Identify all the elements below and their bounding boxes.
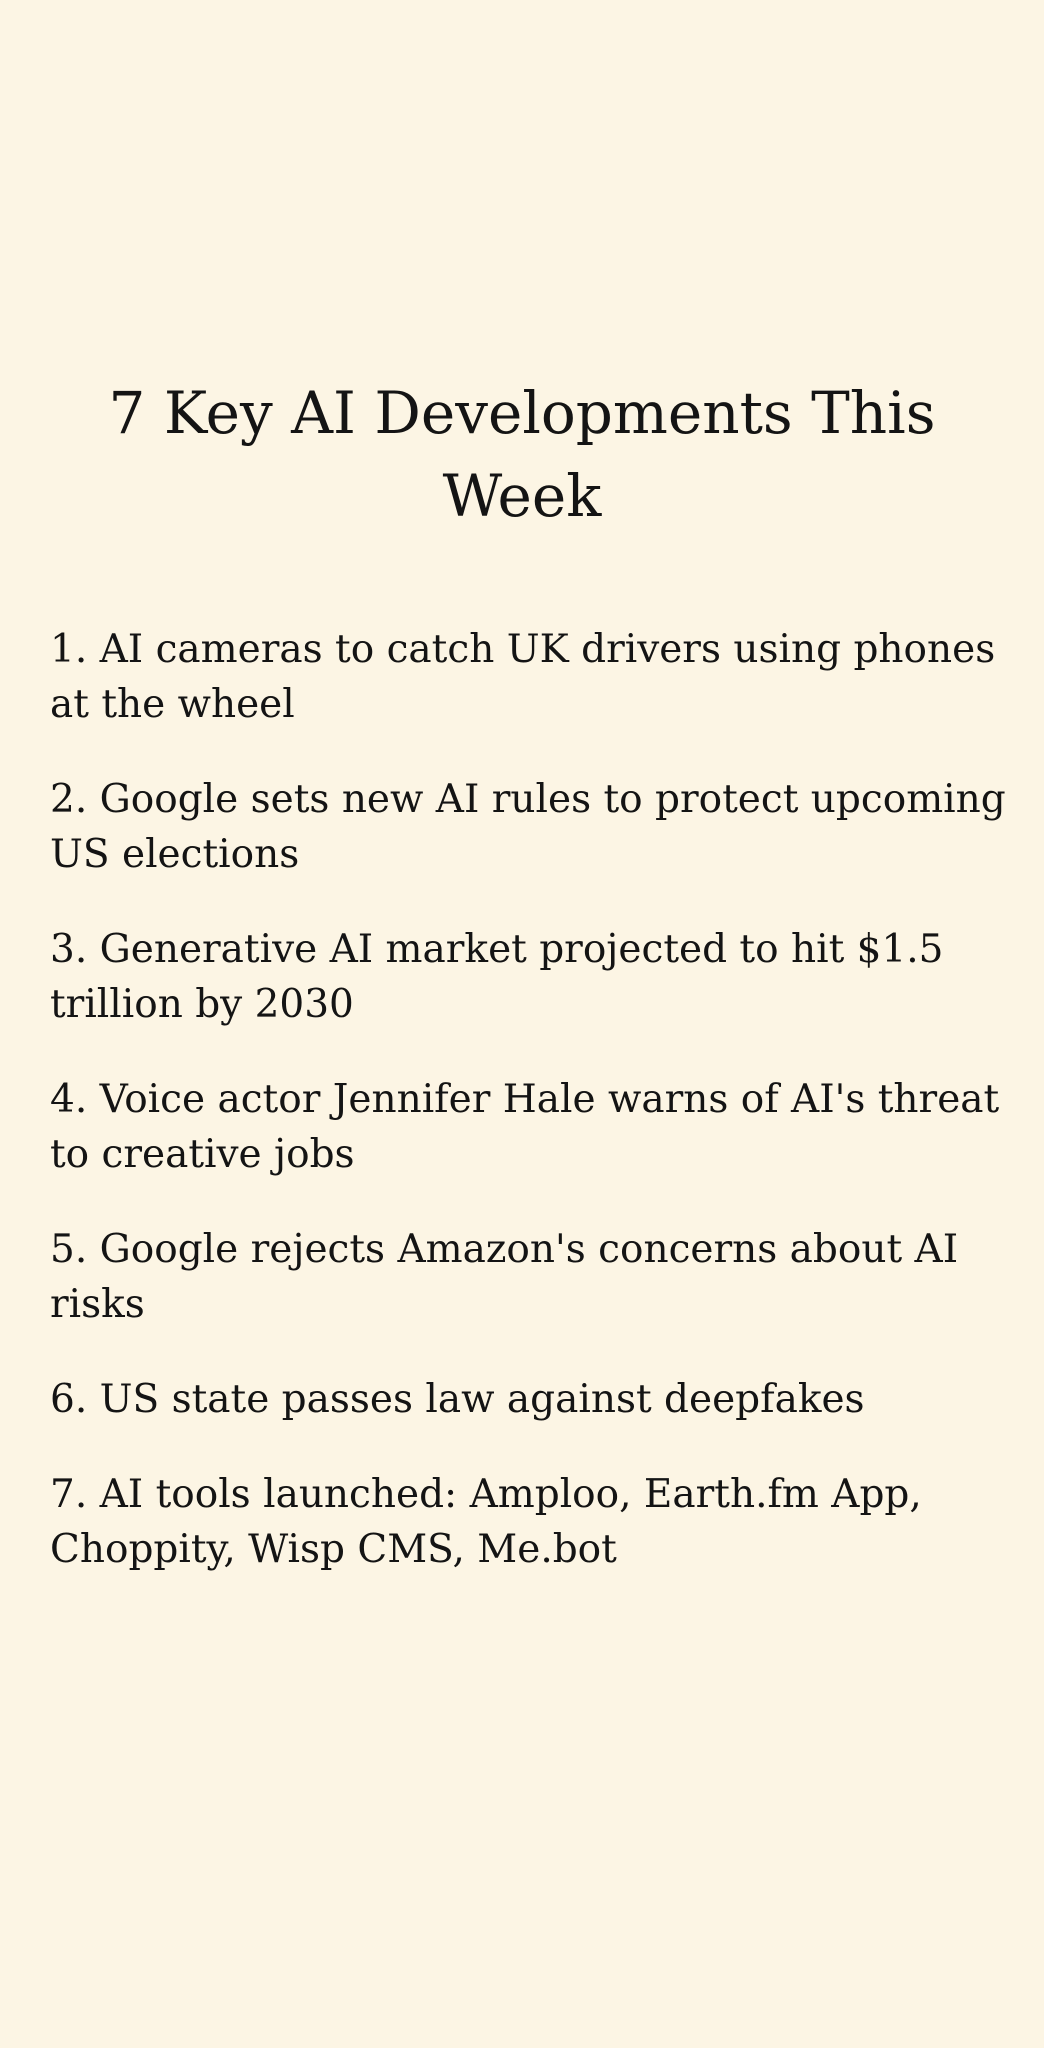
list-item-5: 5. Google rejects Amazon's concerns abou…: [50, 1227, 959, 1327]
list-item-2: 2. Google sets new AI rules to protect u…: [50, 777, 1006, 877]
list-item-6: 6. US state passes law against deepfakes: [50, 1377, 865, 1422]
list-item-7: 7. AI tools launched: Amploo, Earth.fm A…: [50, 1472, 922, 1572]
page-title: 7 Key AI Developments This Week: [108, 379, 936, 530]
list-item-1: 1. AI cameras to catch UK drivers using …: [50, 627, 996, 727]
news-list: 1. AI cameras to catch UK drivers using …: [50, 622, 1010, 1617]
list-item-3: 3. Generative AI market projected to hit…: [50, 927, 944, 1027]
list-item-4: 4. Voice actor Jennifer Hale warns of AI…: [50, 1077, 1000, 1177]
